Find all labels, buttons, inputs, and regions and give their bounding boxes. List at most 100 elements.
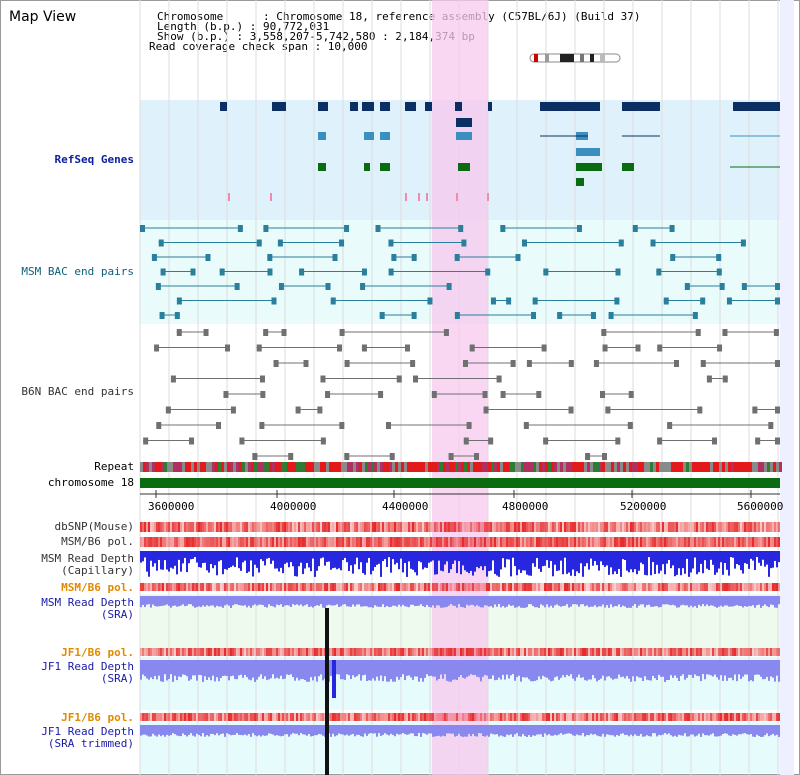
heat-cell: [372, 537, 374, 547]
heat-cell: [668, 648, 670, 656]
depth-bar: [606, 596, 608, 606]
heat-cell: [350, 583, 352, 591]
depth-bar: [468, 660, 470, 676]
heat-cell: [512, 583, 514, 591]
heat-cell: [676, 537, 678, 547]
heat-cell: [248, 537, 250, 547]
heat-cell: [370, 648, 372, 656]
bac-end-marker: [670, 254, 676, 261]
heat-cell: [730, 583, 732, 591]
depth-bar: [536, 551, 538, 559]
depth-bar: [226, 551, 228, 570]
heat-cell: [430, 713, 432, 721]
heat-cell: [596, 713, 598, 721]
depth-bar: [704, 660, 706, 680]
depth-bar: [394, 596, 396, 606]
heat-cell: [312, 537, 314, 547]
heat-cell: [464, 537, 466, 547]
heat-cell: [574, 537, 576, 547]
heat-cell: [614, 648, 616, 656]
heat-cell: [298, 648, 300, 656]
heat-cell: [222, 583, 224, 591]
heat-cell: [688, 583, 690, 591]
depth-bar: [496, 725, 498, 735]
depth-bar: [750, 596, 752, 607]
heat-cell: [752, 713, 754, 721]
heat-cell: [476, 713, 478, 721]
depth-bar: [304, 596, 306, 606]
depth-bar: [404, 596, 406, 607]
heat-cell: [304, 522, 306, 532]
depth-bar: [728, 596, 730, 607]
heat-cell: [646, 648, 648, 656]
depth-bar: [458, 660, 460, 678]
heat-cell: [330, 522, 332, 532]
depth-bar: [450, 596, 452, 605]
heat-cell: [438, 522, 440, 532]
bac-end-marker: [320, 437, 326, 445]
heat-cell: [560, 583, 562, 591]
track-label-msm-bac[interactable]: MSM BAC end pairs: [21, 265, 134, 278]
depth-bar: [772, 551, 774, 568]
heat-cell: [324, 537, 326, 547]
gene-tick: [270, 193, 272, 201]
heat-cell: [184, 648, 186, 656]
depth-bar: [198, 596, 200, 607]
depth-bar: [698, 551, 700, 573]
depth-bar: [646, 551, 648, 576]
depth-bar: [758, 596, 760, 605]
heat-cell: [466, 648, 468, 656]
heat-cell: [656, 522, 658, 532]
depth-bar: [312, 551, 314, 559]
heat-cell: [338, 522, 340, 532]
depth-bar: [442, 551, 444, 572]
depth-bar: [268, 660, 270, 680]
track-label-refseq[interactable]: RefSeq Genes: [54, 153, 134, 166]
heat-cell: [582, 537, 584, 547]
depth-bar: [202, 551, 204, 564]
depth-bar: [778, 725, 780, 737]
bac-end-marker: [277, 239, 283, 247]
track-label-b6n-bac[interactable]: B6N BAC end pairs: [21, 385, 134, 398]
heat-cell: [448, 537, 450, 547]
depth-bar: [354, 725, 356, 737]
heat-cell: [518, 537, 520, 547]
heat-cell: [354, 648, 356, 656]
repeat-segment: [146, 462, 149, 472]
depth-bar: [396, 596, 398, 607]
depth-bar: [590, 596, 592, 607]
heat-cell: [648, 537, 650, 547]
heat-cell: [504, 713, 506, 721]
depth-bar: [752, 596, 754, 606]
depth-bar: [340, 551, 342, 571]
depth-bar: [492, 725, 494, 735]
bac-end-marker: [256, 344, 262, 352]
repeat-segment: [611, 462, 614, 472]
depth-bar: [182, 551, 184, 564]
depth-bar: [202, 660, 204, 682]
heat-cell: [692, 522, 694, 532]
heat-cell: [422, 713, 424, 721]
heat-cell: [730, 648, 732, 656]
depth-bar: [404, 660, 406, 681]
bac-end-marker: [278, 283, 284, 290]
heat-cell: [472, 537, 474, 547]
heat-cell: [164, 537, 166, 547]
heat-cell: [670, 522, 672, 532]
heat-cell: [638, 648, 640, 656]
heat-cell: [440, 713, 442, 721]
heat-cell: [726, 713, 728, 721]
depth-bar: [654, 596, 656, 607]
heat-cell: [562, 713, 564, 721]
depth-bar: [216, 596, 218, 606]
heat-cell: [774, 713, 776, 721]
heat-cell: [770, 713, 772, 721]
heat-cell: [578, 522, 580, 532]
depth-bar: [640, 725, 642, 734]
depth-bar: [650, 596, 652, 607]
heat-cell: [208, 713, 210, 721]
depth-bar: [366, 725, 368, 736]
heat-cell: [498, 713, 500, 721]
depth-bar: [318, 596, 320, 606]
